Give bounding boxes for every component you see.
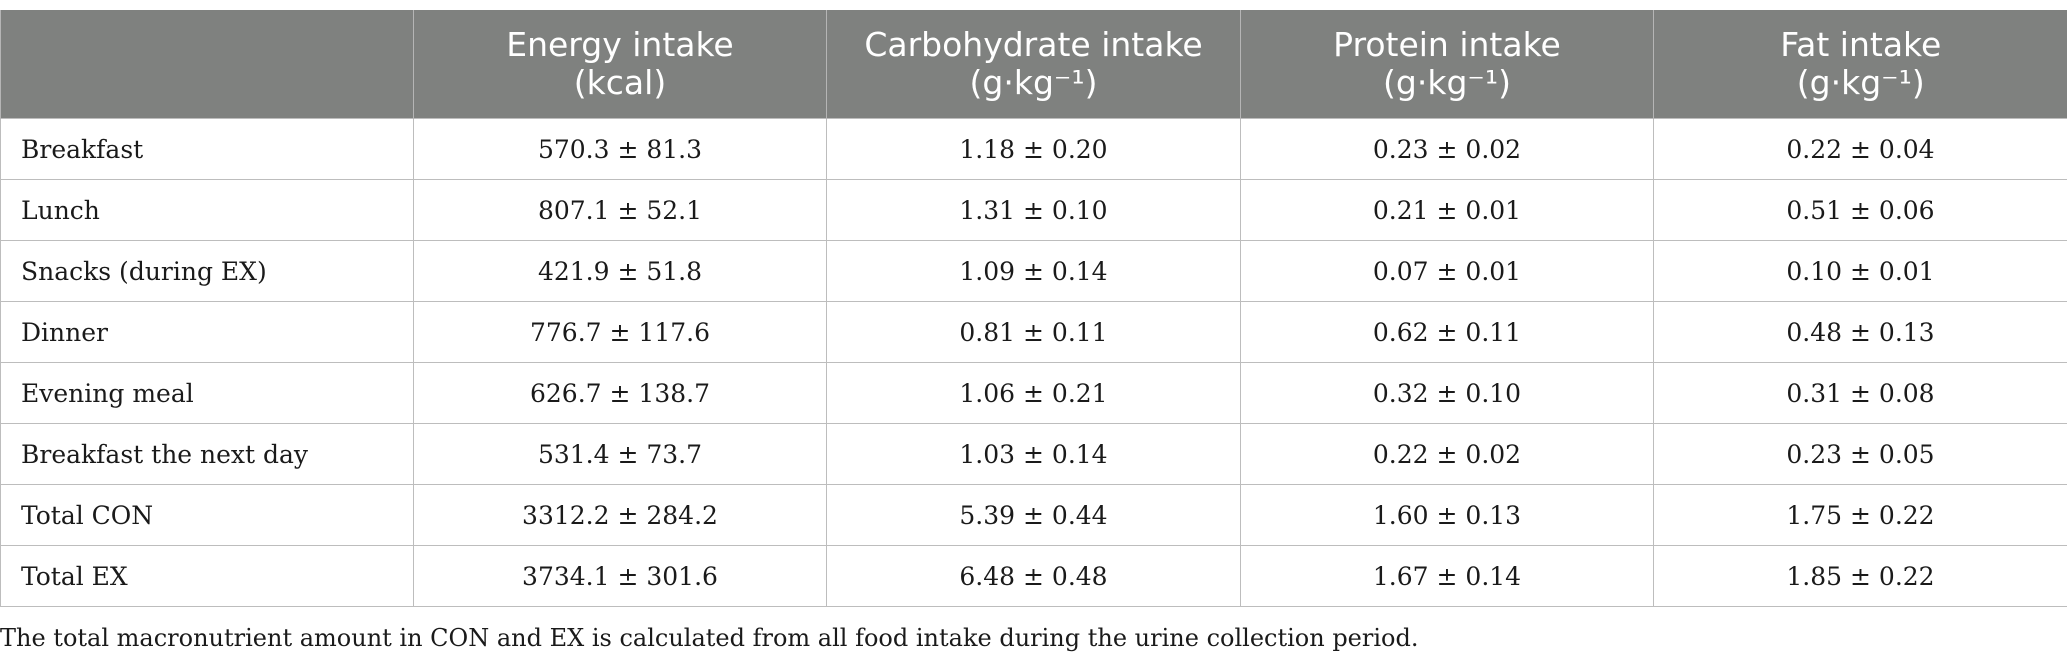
header-line2: (g·kg⁻¹) <box>1796 63 1925 102</box>
energy-cell: 531.4 ± 73.7 <box>413 423 827 485</box>
carbohydrate-cell: 1.09 ± 0.14 <box>826 240 1241 302</box>
protein-cell: 0.07 ± 0.01 <box>1240 240 1654 302</box>
table-row: Total EX 3734.1 ± 301.6 6.48 ± 0.48 1.67… <box>0 545 2067 607</box>
protein-cell: 0.23 ± 0.02 <box>1240 118 1654 180</box>
fat-cell: 0.23 ± 0.05 <box>1653 423 2067 485</box>
header-line1: Fat intake <box>1780 25 1942 64</box>
table-row: Evening meal 626.7 ± 138.7 1.06 ± 0.21 0… <box>0 362 2067 424</box>
header-line1: Energy intake <box>506 25 734 64</box>
energy-cell: 570.3 ± 81.3 <box>413 118 827 180</box>
carbohydrate-cell: 5.39 ± 0.44 <box>826 484 1241 546</box>
energy-cell: 807.1 ± 52.1 <box>413 179 827 241</box>
row-label: Snacks (during EX) <box>0 240 414 302</box>
header-row: Energy intake (kcal) Carbohydrate intake… <box>0 10 2067 119</box>
energy-cell: 3312.2 ± 284.2 <box>413 484 827 546</box>
header-cell-fat: Fat intake (g·kg⁻¹) <box>1653 10 2067 119</box>
carbohydrate-cell: 6.48 ± 0.48 <box>826 545 1241 607</box>
header-line2: (g·kg⁻¹) <box>969 63 1098 102</box>
protein-cell: 0.22 ± 0.02 <box>1240 423 1654 485</box>
table-row: Lunch 807.1 ± 52.1 1.31 ± 0.10 0.21 ± 0.… <box>0 179 2067 241</box>
fat-cell: 0.48 ± 0.13 <box>1653 301 2067 363</box>
table-footnote: The total macronutrient amount in CON an… <box>0 624 1419 652</box>
carbohydrate-cell: 1.31 ± 0.10 <box>826 179 1241 241</box>
energy-cell: 421.9 ± 51.8 <box>413 240 827 302</box>
header-line2: (g·kg⁻¹) <box>1383 63 1511 102</box>
table-row: Snacks (during EX) 421.9 ± 51.8 1.09 ± 0… <box>0 240 2067 302</box>
row-label: Lunch <box>0 179 414 241</box>
header-line2: (kcal) <box>573 63 667 102</box>
energy-cell: 626.7 ± 138.7 <box>413 362 827 424</box>
fat-cell: 0.51 ± 0.06 <box>1653 179 2067 241</box>
table-row: Breakfast the next day 531.4 ± 73.7 1.03… <box>0 423 2067 485</box>
header-line1: Carbohydrate intake <box>864 25 1203 64</box>
protein-cell: 0.21 ± 0.01 <box>1240 179 1654 241</box>
macronutrient-intake-table: Energy intake (kcal) Carbohydrate intake… <box>0 10 2067 607</box>
row-label: Breakfast the next day <box>0 423 414 485</box>
carbohydrate-cell: 1.18 ± 0.20 <box>826 118 1241 180</box>
row-label: Total EX <box>0 545 414 607</box>
fat-cell: 0.31 ± 0.08 <box>1653 362 2067 424</box>
table-header: Energy intake (kcal) Carbohydrate intake… <box>0 10 2067 119</box>
header-cell-energy: Energy intake (kcal) <box>413 10 827 119</box>
energy-cell: 776.7 ± 117.6 <box>413 301 827 363</box>
table-row: Breakfast 570.3 ± 81.3 1.18 ± 0.20 0.23 … <box>0 118 2067 180</box>
table-row: Dinner 776.7 ± 117.6 0.81 ± 0.11 0.62 ± … <box>0 301 2067 363</box>
carbohydrate-cell: 1.03 ± 0.14 <box>826 423 1241 485</box>
header-cell-meal <box>0 10 414 119</box>
protein-cell: 1.67 ± 0.14 <box>1240 545 1654 607</box>
row-label: Breakfast <box>0 118 414 180</box>
energy-cell: 3734.1 ± 301.6 <box>413 545 827 607</box>
row-label: Total CON <box>0 484 414 546</box>
protein-cell: 0.32 ± 0.10 <box>1240 362 1654 424</box>
carbohydrate-cell: 0.81 ± 0.11 <box>826 301 1241 363</box>
fat-cell: 0.10 ± 0.01 <box>1653 240 2067 302</box>
protein-cell: 0.62 ± 0.11 <box>1240 301 1654 363</box>
table-row: Total CON 3312.2 ± 284.2 5.39 ± 0.44 1.6… <box>0 484 2067 546</box>
fat-cell: 0.22 ± 0.04 <box>1653 118 2067 180</box>
row-label: Evening meal <box>0 362 414 424</box>
header-cell-protein: Protein intake (g·kg⁻¹) <box>1240 10 1654 119</box>
row-label: Dinner <box>0 301 414 363</box>
header-cell-carbohydrate: Carbohydrate intake (g·kg⁻¹) <box>826 10 1241 119</box>
protein-cell: 1.60 ± 0.13 <box>1240 484 1654 546</box>
table-container: Energy intake (kcal) Carbohydrate intake… <box>0 10 2067 607</box>
fat-cell: 1.85 ± 0.22 <box>1653 545 2067 607</box>
fat-cell: 1.75 ± 0.22 <box>1653 484 2067 546</box>
table-body: Breakfast 570.3 ± 81.3 1.18 ± 0.20 0.23 … <box>0 118 2067 607</box>
carbohydrate-cell: 1.06 ± 0.21 <box>826 362 1241 424</box>
header-line1: Protein intake <box>1333 25 1561 64</box>
